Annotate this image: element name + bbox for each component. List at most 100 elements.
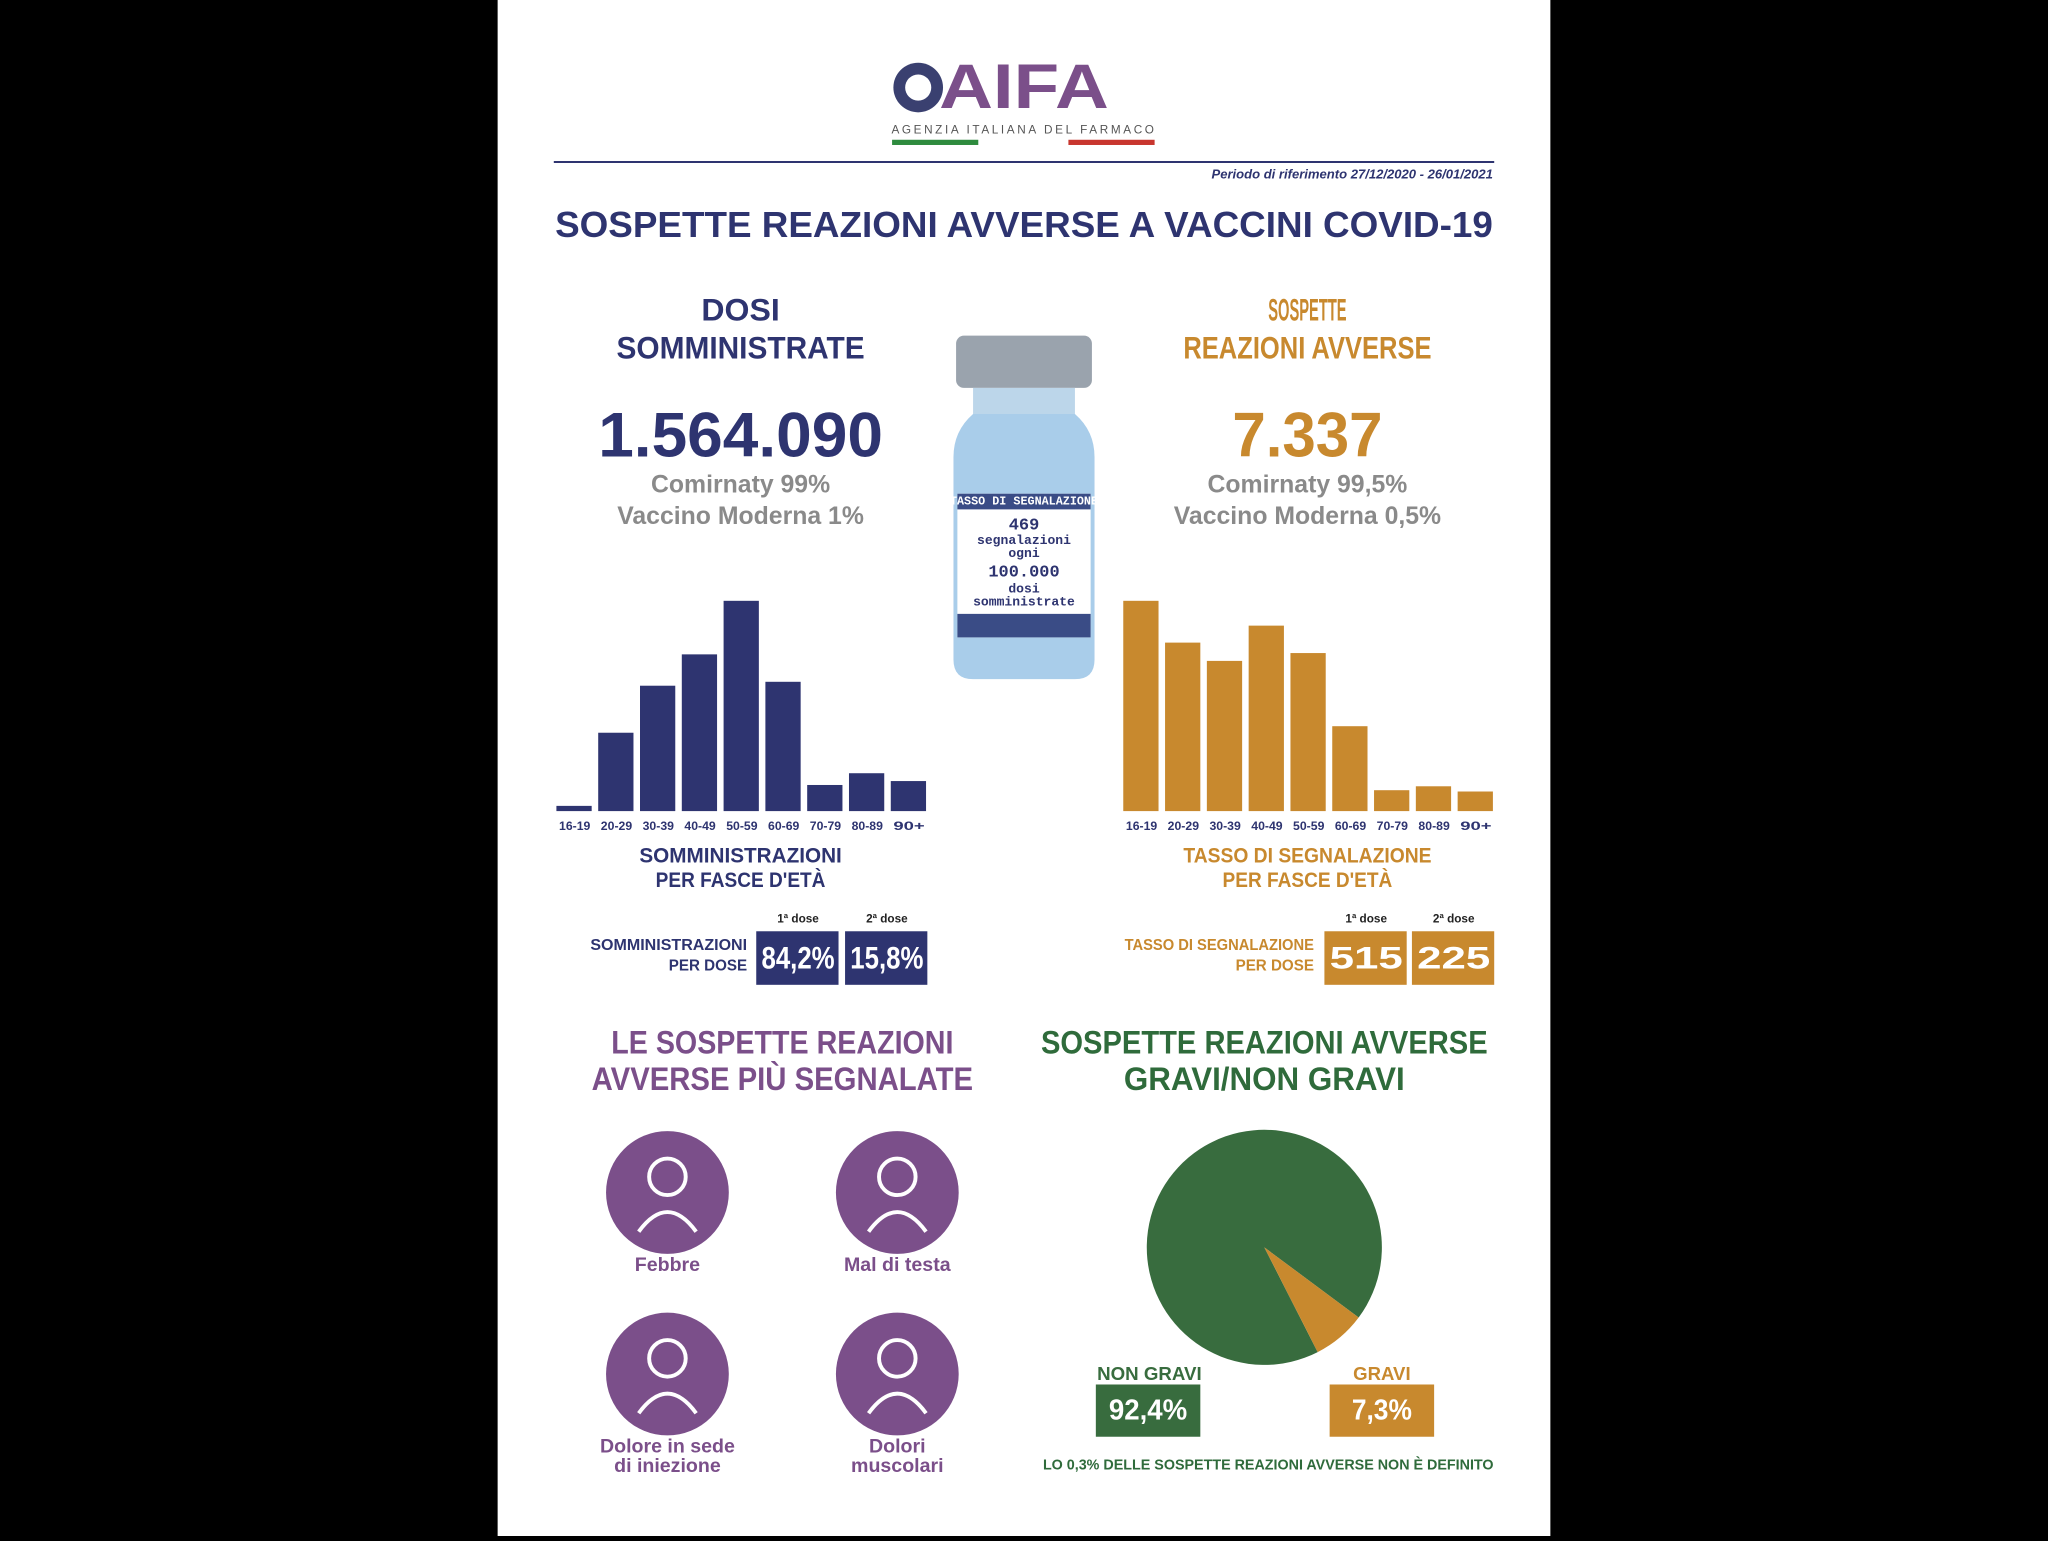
dose-box — [756, 931, 839, 985]
logo: AIFA — [939, 52, 1109, 122]
dose-header: 2ª dose — [866, 913, 908, 926]
bar — [1206, 660, 1243, 812]
x-tick-label: 70-79 — [810, 820, 842, 833]
x-tick-label: 16-19 — [559, 820, 591, 833]
vial — [953, 335, 1095, 680]
x-tick-label: 80-89 — [1418, 820, 1450, 833]
bar — [1123, 600, 1159, 812]
period: Periodo di riferimento 27/12/2020 - 26/0… — [1212, 166, 1493, 181]
chart-caption: PER FASCE D'ETÀ — [656, 869, 826, 892]
icon — [835, 1312, 959, 1436]
bar — [640, 685, 676, 812]
section-title: GRAVI/NON GRAVI — [1124, 1060, 1405, 1097]
vial-text: TASSO DI SEGNALAZIONE — [950, 495, 1098, 509]
x-tick-label: 16-19 — [1126, 820, 1158, 833]
agency: AGENZIA ITALIANA DEL FARMACO — [891, 124, 1156, 137]
pie-slice — [1264, 1247, 1359, 1353]
value-box — [1095, 1384, 1201, 1437]
bar — [1290, 653, 1326, 812]
legend-label: GRAVI — [1353, 1363, 1410, 1384]
total: 7.337 — [1232, 401, 1382, 471]
section-title: LE SOSPETTE REAZIONI — [611, 1024, 953, 1061]
x-tick-label: 60-69 — [768, 820, 800, 833]
x-tick-label: 90+ — [1460, 820, 1492, 833]
bar — [1332, 726, 1368, 812]
bar — [598, 732, 634, 812]
icon — [606, 1131, 729, 1254]
vial-text: segnalazioni — [977, 533, 1071, 548]
bar — [1415, 786, 1452, 812]
heading: SOMMINISTRATE — [616, 330, 864, 365]
x-tick-label: 50-59 — [1293, 820, 1325, 833]
bar — [723, 600, 759, 812]
bar — [1374, 790, 1410, 812]
vial-text: 469 — [1009, 517, 1040, 536]
icon-figure — [877, 1156, 918, 1198]
icon-figure — [877, 1338, 918, 1379]
bar — [890, 781, 927, 812]
icon-figure — [866, 1210, 928, 1233]
flag-red — [1068, 139, 1155, 145]
vial-text: somministrate — [973, 595, 1075, 610]
dose-box — [1324, 931, 1407, 985]
value-box — [1329, 1384, 1435, 1437]
section-title: AVVERSE PIÙ SEGNALATE — [592, 1060, 973, 1097]
bar — [681, 654, 718, 812]
bar — [1457, 791, 1493, 812]
dose-box — [845, 931, 928, 985]
dose-label: TASSO DI SEGNALAZIONE — [1125, 937, 1314, 954]
icon-figure — [637, 1391, 698, 1415]
chart-caption: SOMMINISTRAZIONI — [639, 844, 841, 867]
x-tick-label: 90+ — [893, 820, 925, 833]
bar — [848, 773, 885, 812]
value-label: 92,4% — [1109, 1395, 1187, 1427]
heading: REAZIONI AVVERSE — [1183, 330, 1431, 365]
x-tick-label: 20-29 — [601, 820, 633, 833]
dose-label: SOMMINISTRAZIONI — [590, 937, 747, 954]
bar — [807, 784, 843, 812]
icon-figure — [647, 1156, 688, 1198]
dose-header: 1ª dose — [777, 913, 819, 926]
x-tick-label: 60-69 — [1335, 820, 1367, 833]
dose-value: 515 — [1330, 940, 1403, 975]
bar — [1165, 642, 1201, 812]
heading: SOSPETTE — [1268, 292, 1346, 327]
reaction-label: Mal di testa — [844, 1254, 952, 1276]
legend-label: NON GRAVI — [1097, 1363, 1201, 1384]
dose-value: 84,2% — [761, 940, 834, 975]
bar — [556, 805, 592, 812]
section-title: SOSPETTE REAZIONI AVVERSE — [1041, 1024, 1488, 1061]
x-tick-label: 30-39 — [643, 820, 675, 833]
reaction-label: Dolori — [869, 1435, 926, 1457]
x-tick-label: 70-79 — [1377, 820, 1409, 833]
x-tick-label: 20-29 — [1168, 820, 1200, 833]
dose-box — [1411, 931, 1495, 985]
flag-green — [892, 139, 979, 145]
vial-text: 100.000 — [988, 564, 1059, 583]
reaction-label: di iniezione — [614, 1455, 721, 1477]
brand-share: Vaccino Moderna 1% — [617, 503, 864, 530]
dose-label: PER DOSE — [669, 958, 747, 975]
reaction-label: Dolore in sede — [600, 1435, 735, 1457]
value-label: 7,3% — [1352, 1395, 1412, 1427]
emblem — [893, 62, 944, 113]
x-tick-label: 40-49 — [684, 820, 716, 833]
icon — [835, 1131, 959, 1254]
chart-caption: TASSO DI SEGNALAZIONE — [1183, 844, 1431, 867]
reaction-label: muscolari — [851, 1455, 944, 1477]
icon — [606, 1312, 729, 1436]
vial-text: dosi — [1008, 582, 1039, 597]
icon-figure — [866, 1391, 928, 1415]
brand-share: Comirnaty 99,5% — [1208, 471, 1408, 498]
heading: DOSI — [701, 292, 779, 327]
chart-caption: PER FASCE D'ETÀ — [1223, 869, 1393, 892]
title: SOSPETTE REAZIONI AVVERSE A VACCINI COVI… — [555, 204, 1493, 245]
bar — [1248, 625, 1284, 812]
icon-figure — [647, 1338, 688, 1379]
x-tick-label: 80-89 — [852, 820, 884, 833]
dose-header: 1ª dose — [1345, 913, 1387, 926]
pie-slice — [1146, 1129, 1382, 1365]
x-tick-label: 40-49 — [1251, 820, 1283, 833]
bar — [765, 681, 801, 812]
